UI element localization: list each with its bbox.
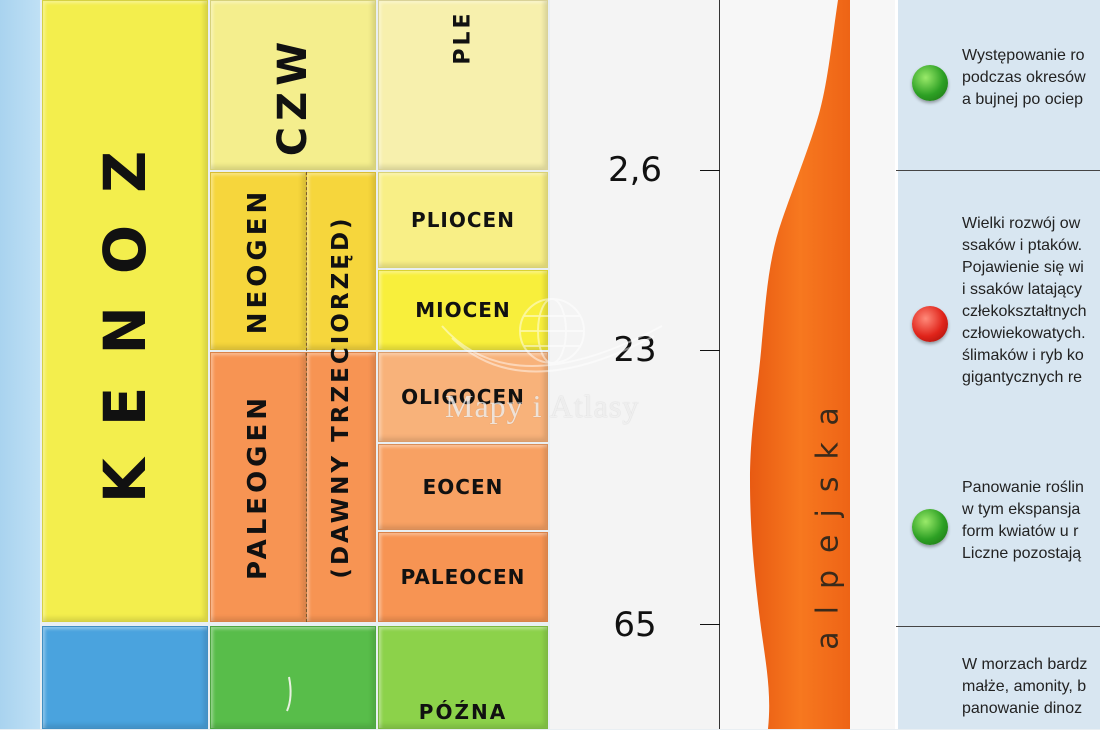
period-czwartorzed: CZW bbox=[210, 0, 376, 170]
info-block-2: Wielki rozwój ow ssaków i ptaków. Pojawi… bbox=[962, 213, 1100, 389]
era-mezozoik bbox=[42, 626, 208, 729]
epoch-pliocen-label: PLIOCEN bbox=[411, 208, 515, 232]
info-line: a bujnej po ociep bbox=[962, 91, 1083, 108]
info-block-1: Występowanie ro podczas okresów a bujnej… bbox=[962, 45, 1100, 111]
info-line: gigantycznych re bbox=[962, 369, 1083, 386]
epoch-eocen: EOCEN bbox=[378, 444, 548, 530]
epoch-paleocen-label: PALEOCEN bbox=[400, 565, 526, 589]
info-line: w tym ekspansja bbox=[962, 501, 1081, 518]
info-line: Panowanie roślin bbox=[962, 479, 1084, 496]
info-line: Liczne pozostają bbox=[962, 545, 1082, 562]
time-axis-line bbox=[719, 0, 720, 729]
epoch-eocen-label: EOCEN bbox=[422, 475, 504, 499]
scratch-mark bbox=[286, 676, 292, 712]
time-label-65: 65 bbox=[613, 605, 657, 645]
green-indicator-icon bbox=[912, 65, 948, 101]
epoch-paleocen: PALEOCEN bbox=[378, 532, 548, 622]
info-divider bbox=[895, 0, 898, 729]
period-paleogen: PALEOGEN bbox=[210, 352, 306, 622]
tick-65 bbox=[700, 624, 720, 625]
green-indicator-icon bbox=[912, 509, 948, 545]
epoch-kreda-pozna bbox=[378, 626, 548, 729]
period-dawny-lower bbox=[306, 352, 376, 622]
left-strip bbox=[0, 0, 40, 729]
epoch-pozna-label: PÓŹNA bbox=[418, 700, 508, 724]
info-block-3: Panowanie roślin w tym ekspansja form kw… bbox=[962, 477, 1100, 565]
era-kenozoik-label: KENOZ bbox=[91, 118, 159, 504]
info-line: ssaków i ptaków. bbox=[962, 237, 1083, 254]
period-paleogen-label: PALEOGEN bbox=[243, 393, 273, 581]
epoch-miocen-label: MIOCEN bbox=[415, 298, 511, 322]
info-line: małże, amonity, b bbox=[962, 678, 1087, 695]
info-line: Wielki rozwój ow bbox=[962, 215, 1081, 232]
red-indicator-icon bbox=[912, 306, 948, 342]
orogeny-shape bbox=[750, 0, 850, 729]
info-line: W morzach bardz bbox=[962, 656, 1088, 673]
time-label-23: 23 bbox=[613, 330, 657, 370]
epoch-pliocen: PLIOCEN bbox=[378, 172, 548, 268]
info-separator-2 bbox=[896, 626, 1100, 627]
info-line: Pojawienie się wi bbox=[962, 259, 1084, 276]
epoch-miocen: MIOCEN bbox=[378, 270, 548, 350]
info-line: Występowanie ro bbox=[962, 47, 1085, 64]
info-line: człekokształtnych bbox=[962, 303, 1087, 320]
epoch-plejstocen-label: PLE bbox=[450, 10, 476, 65]
tick-2-6 bbox=[700, 170, 720, 171]
info-line: form kwiatów u r bbox=[962, 523, 1079, 540]
epoch-oligocen-label: OLIGOCEN bbox=[401, 385, 525, 409]
watermark-text: Mapy i Atlasy bbox=[445, 388, 640, 424]
info-line: i ssaków latający bbox=[962, 281, 1083, 298]
info-line: ślimaków i ryb ko bbox=[962, 347, 1084, 364]
watermark-globe-icon bbox=[441, 298, 663, 373]
period-neogen: NEOGEN bbox=[210, 172, 306, 350]
dashed-divider bbox=[306, 172, 307, 622]
epoch-oligocen: OLIGOCEN bbox=[378, 352, 548, 442]
info-block-4: W morzach bardz małże, amonity, b panowa… bbox=[962, 654, 1100, 720]
info-line: podczas okresów bbox=[962, 69, 1086, 86]
time-label-2-6: 2,6 bbox=[607, 150, 663, 190]
epoch-plejstocen: PLE bbox=[378, 0, 548, 170]
period-neogen-label: NEOGEN bbox=[243, 187, 273, 335]
info-separator-1 bbox=[896, 170, 1100, 171]
period-dawny-label: (DAWNY TRZECIORZĘD) bbox=[328, 215, 354, 579]
orogeny-label: alpejska bbox=[810, 390, 846, 650]
info-line: panowanie dinoz bbox=[962, 700, 1083, 717]
info-line: człowiekowatych. bbox=[962, 325, 1086, 342]
period-dawny: (DAWNY TRZECIORZĘD) bbox=[306, 172, 376, 622]
info-column bbox=[898, 0, 1100, 729]
time-scale-column bbox=[550, 0, 720, 729]
era-kenozoik: KENOZ bbox=[42, 0, 208, 622]
period-czwartorzed-label: CZW bbox=[270, 35, 316, 157]
tick-23 bbox=[700, 350, 720, 351]
period-kreda bbox=[210, 626, 376, 729]
